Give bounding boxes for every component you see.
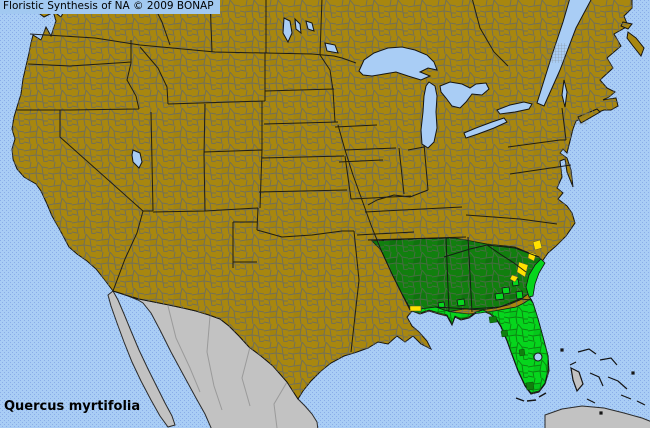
florida-keys bbox=[515, 392, 547, 402]
lake-huron bbox=[439, 81, 490, 109]
lake-champlain bbox=[561, 79, 568, 108]
title-bar: Floristic Synthesis of NA © 2009 BONAP bbox=[0, 0, 220, 14]
lake-erie bbox=[463, 117, 508, 139]
lake-of-the-woods bbox=[324, 42, 339, 54]
rare-county-patch bbox=[509, 274, 519, 283]
county-presence-patch bbox=[494, 292, 505, 301]
andros-island bbox=[570, 366, 584, 393]
county-presence-patch bbox=[456, 298, 466, 307]
lake-manitoba bbox=[294, 17, 302, 35]
canada-province-borders bbox=[150, 0, 509, 67]
county-presence-patch bbox=[437, 301, 446, 309]
bahamas-islands bbox=[560, 348, 646, 415]
county-presence-patch bbox=[501, 286, 511, 295]
rare-county-patch bbox=[409, 305, 422, 312]
lake-winnipeg bbox=[282, 17, 293, 44]
species-label-text: Quercus myrtifolia bbox=[4, 399, 141, 414]
montreal-dense-county-cluster bbox=[545, 43, 567, 63]
nyc-dense-county-cluster bbox=[573, 112, 588, 125]
mexico-state-borders bbox=[167, 305, 288, 428]
rare-county-patch bbox=[527, 251, 537, 262]
rare-county-patch bbox=[532, 239, 543, 251]
lake-winnipegosis bbox=[305, 20, 315, 32]
state-presence-speckles bbox=[488, 315, 535, 391]
county-presence-regions bbox=[410, 258, 549, 394]
state-and-national-borders bbox=[16, 0, 572, 353]
lake-michigan bbox=[420, 81, 438, 149]
species-label: Quercus myrtifolia bbox=[4, 399, 140, 414]
lake-superior bbox=[358, 46, 438, 81]
us-state-borders bbox=[16, 40, 572, 353]
county-presence-patch bbox=[515, 290, 524, 300]
lake-okeechobee bbox=[533, 352, 543, 362]
canada-us-border bbox=[29, 33, 357, 64]
great-salt-lake bbox=[131, 149, 143, 169]
title-bar-text: Floristic Synthesis of NA © 2009 BONAP bbox=[3, 0, 214, 12]
nova-scotia bbox=[626, 31, 645, 57]
lake-ontario bbox=[496, 101, 533, 115]
